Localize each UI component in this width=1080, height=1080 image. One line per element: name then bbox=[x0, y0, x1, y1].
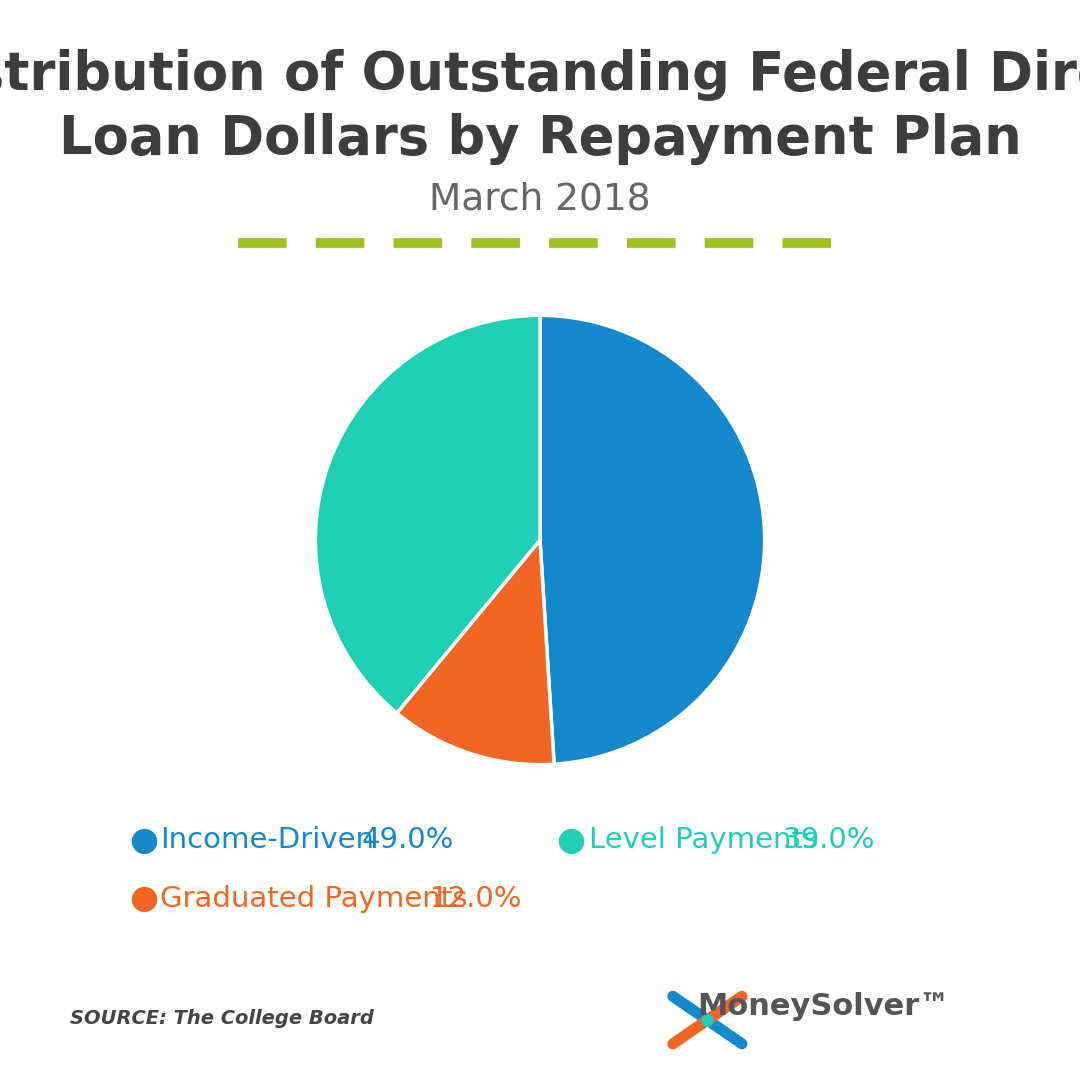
Text: March 2018: March 2018 bbox=[429, 181, 651, 217]
Wedge shape bbox=[540, 315, 765, 765]
Text: ●: ● bbox=[130, 882, 159, 915]
Text: 39.0%: 39.0% bbox=[783, 826, 876, 854]
Text: 49.0%: 49.0% bbox=[362, 826, 455, 854]
Text: Level Payments: Level Payments bbox=[589, 826, 818, 854]
Text: MoneySolver™: MoneySolver™ bbox=[698, 991, 950, 1021]
Wedge shape bbox=[315, 315, 540, 713]
Text: Distribution of Outstanding Federal Direct: Distribution of Outstanding Federal Dire… bbox=[0, 49, 1080, 100]
Text: 12.0%: 12.0% bbox=[430, 885, 523, 913]
Text: ●: ● bbox=[556, 824, 585, 856]
Wedge shape bbox=[396, 540, 554, 765]
Text: SOURCE: The College Board: SOURCE: The College Board bbox=[70, 1009, 374, 1028]
Text: ●: ● bbox=[130, 824, 159, 856]
Text: Loan Dollars by Repayment Plan: Loan Dollars by Repayment Plan bbox=[58, 113, 1022, 165]
Text: Graduated Payments: Graduated Payments bbox=[160, 885, 468, 913]
Text: Income-Driven: Income-Driven bbox=[160, 826, 374, 854]
